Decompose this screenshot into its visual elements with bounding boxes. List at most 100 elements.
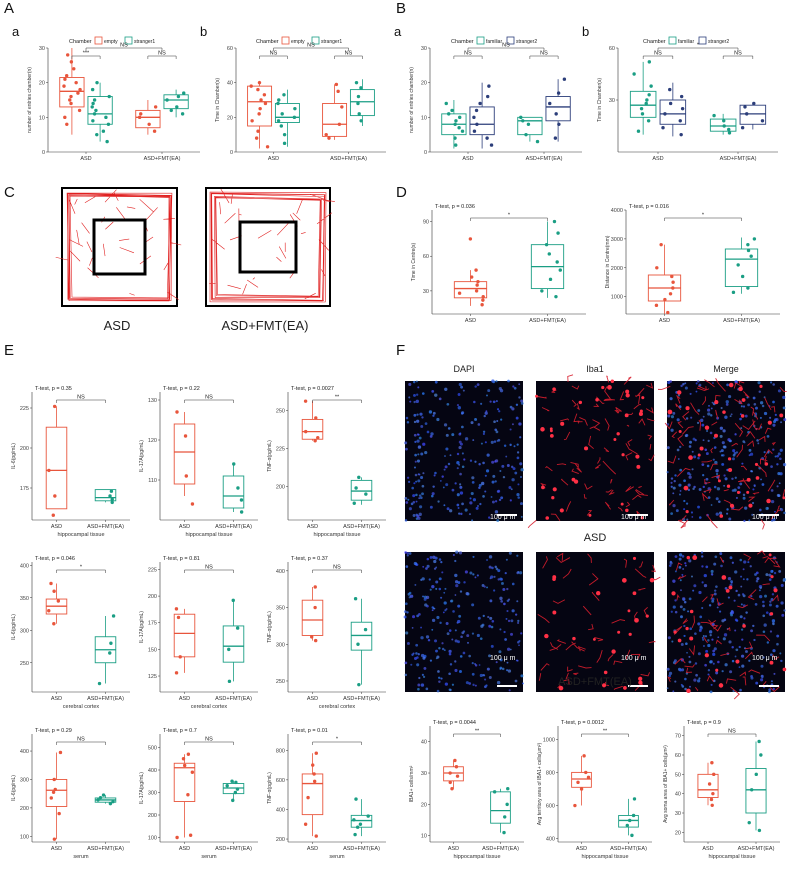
data-point <box>52 777 56 782</box>
data-point <box>230 779 234 783</box>
data-point <box>458 115 462 120</box>
data-point <box>727 127 731 132</box>
channel-label-merge: Merge <box>713 364 739 374</box>
data-point <box>448 771 452 775</box>
data-point <box>485 136 489 140</box>
significance-bracket: NS <box>334 51 363 59</box>
bracket-line <box>147 55 177 59</box>
box-series2 <box>274 89 300 147</box>
data-point <box>671 286 675 290</box>
data-point <box>759 753 763 757</box>
data-point <box>557 122 561 126</box>
y-tick-label: 60 <box>227 46 233 52</box>
box-series1 <box>322 82 348 140</box>
x-tick-label: ASD <box>307 524 318 530</box>
box-series2 <box>222 779 245 803</box>
data-point <box>259 98 263 102</box>
data-point <box>749 254 753 258</box>
y-tick-label: 60 <box>675 753 681 759</box>
significance-label: ** <box>335 395 340 401</box>
box-series2 <box>94 489 117 505</box>
x-tick-label: ASD <box>659 318 670 324</box>
trace-plot-fmt <box>205 187 335 307</box>
data-point <box>647 60 652 64</box>
data-point <box>519 115 523 120</box>
x-tick-label: ASD+FMT(EA) <box>529 318 566 324</box>
bracket-line <box>184 741 234 745</box>
panel-label-d: D <box>396 184 407 201</box>
y-axis-label: number of entries chamber(n) <box>409 67 415 133</box>
chart-e-7: T-test, p = 0.29 100 200 300 400 IL-6(pg/mL) A… <box>11 728 130 860</box>
legend-key <box>124 36 133 45</box>
data-point <box>110 500 114 505</box>
x-tick-label: ASD+FMT(EA) <box>215 846 252 852</box>
significance-bracket: NS <box>147 51 177 59</box>
x-tick-label: ASD+FMT(EA) <box>723 318 760 324</box>
data-point <box>186 752 191 756</box>
box-iqr <box>545 96 571 122</box>
row-label-fmt: ASD+FMT(EA) <box>558 676 632 688</box>
box-iqr <box>301 599 324 636</box>
y-tick-label: 30 <box>421 46 427 52</box>
bracket-line <box>467 47 545 51</box>
data-point <box>303 822 308 826</box>
box-iqr <box>173 423 196 485</box>
data-point <box>472 129 477 133</box>
data-point <box>314 751 318 755</box>
data-point <box>478 101 482 106</box>
y-axis-label: TNF-α(pg/mL) <box>267 772 273 804</box>
x-tick-label: ASD <box>652 156 663 162</box>
data-point <box>327 136 331 140</box>
bracket-line <box>184 569 234 573</box>
x-tick-label: ASD <box>179 524 190 530</box>
chart-e-3: T-test, p = 0.0027 200 225 250 TNF-α(pg/mL) A… <box>267 386 386 538</box>
y-axis-label: Time in Centre(s) <box>411 242 417 281</box>
data-point <box>188 833 193 837</box>
y-tick-label: 0 <box>42 150 45 156</box>
y-tick-label: 90 <box>423 220 429 226</box>
box-series2 <box>87 80 113 144</box>
data-point <box>316 436 320 440</box>
data-point <box>661 126 665 130</box>
box-series1 <box>453 237 488 307</box>
box-series1 <box>247 80 273 149</box>
y-tick-label: 250 <box>276 679 285 685</box>
significance-bracket: NS <box>642 51 674 59</box>
significance-bracket: NS <box>722 51 754 59</box>
data-point <box>359 119 363 123</box>
significance-label: * <box>336 737 339 743</box>
data-point <box>51 790 56 794</box>
x-axis-label: hippocampal tissue <box>453 854 500 860</box>
data-point <box>640 112 645 116</box>
significance-bracket: * <box>470 213 548 221</box>
significance-bracket: NS <box>184 395 234 403</box>
stat-test-label: T-test, p = 0.7 <box>163 728 197 734</box>
significance-bracket: * <box>657 43 739 51</box>
y-axis-label: number of entries chamber(n) <box>27 67 33 133</box>
data-point <box>52 404 57 409</box>
significance-label: NS <box>205 395 213 401</box>
data-point <box>740 274 745 279</box>
data-point <box>586 775 591 780</box>
data-point <box>731 290 736 295</box>
legend-label: empty <box>104 39 118 45</box>
bracket-line <box>273 47 349 51</box>
data-point <box>292 115 297 120</box>
data-point <box>76 91 80 95</box>
panel-label-f: F <box>396 342 406 359</box>
box-series2 <box>350 475 373 505</box>
y-tick-label: 30 <box>609 98 615 104</box>
box-iqr <box>571 771 592 788</box>
data-point <box>576 780 580 785</box>
significance-bracket: NS <box>184 737 234 745</box>
y-axis-label: IBA1+ cells/mm² <box>409 765 415 802</box>
stat-test-label: T-test, p = 0.036 <box>435 204 475 210</box>
box-iqr <box>350 814 373 828</box>
scale-text: 100 μ m <box>752 655 778 662</box>
box-series2 <box>350 597 373 687</box>
data-point <box>68 98 72 102</box>
x-tick-label: ASD+FMT(EA) <box>343 846 380 852</box>
chart-b-b: b Chamber familiar stranger2 30 60 Time in Cha… <box>582 24 778 162</box>
data-point <box>655 266 659 270</box>
